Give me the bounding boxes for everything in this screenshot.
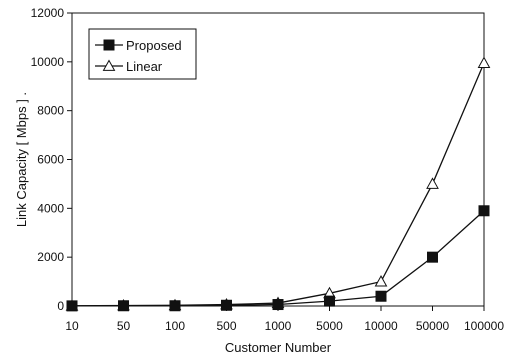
x-tick-label: 100000 bbox=[464, 319, 504, 333]
y-tick-label: 0 bbox=[57, 299, 64, 313]
data-point-linear bbox=[374, 275, 388, 287]
series-linear bbox=[65, 56, 491, 311]
y-tick-label: 10000 bbox=[31, 55, 65, 69]
y-axis-title: Link Capacity [ Mbps ] . bbox=[14, 92, 29, 227]
series-line-proposed bbox=[71, 210, 485, 307]
x-tick-label: 10000 bbox=[364, 319, 398, 333]
y-tick-label: 6000 bbox=[37, 153, 64, 167]
x-tick-label: 500 bbox=[216, 319, 236, 333]
y-tick-label: 2000 bbox=[37, 250, 64, 264]
x-tick-label: 5000 bbox=[316, 319, 343, 333]
series-line-linear bbox=[71, 62, 485, 307]
y-axis: 0 2000 4000 6000 8000 10000 12000 bbox=[31, 6, 72, 313]
data-point-linear bbox=[426, 177, 439, 189]
y-tick-label: 12000 bbox=[31, 6, 65, 20]
data-point-proposed bbox=[478, 205, 490, 217]
series-proposed bbox=[66, 205, 490, 312]
data-point-linear bbox=[477, 56, 491, 68]
legend-marker-linear bbox=[102, 59, 116, 71]
legend: Proposed Linear bbox=[88, 28, 197, 80]
data-point-proposed bbox=[169, 300, 181, 312]
y-tick-label: 8000 bbox=[37, 104, 64, 118]
data-point-proposed bbox=[118, 300, 129, 312]
x-axis: 10 50 100 500 1000 5000 10000 50000 100000 bbox=[65, 306, 504, 333]
legend-label-proposed: Proposed bbox=[126, 38, 182, 53]
legend-marker-proposed bbox=[103, 39, 115, 51]
x-tick-label: 50000 bbox=[416, 319, 450, 333]
data-point-proposed bbox=[66, 300, 78, 312]
legend-label-linear: Linear bbox=[126, 59, 163, 74]
x-tick-label: 100 bbox=[165, 319, 185, 333]
x-axis-title: Customer Number bbox=[225, 340, 332, 355]
x-tick-label: 50 bbox=[117, 319, 131, 333]
y-tick-label: 4000 bbox=[37, 201, 64, 215]
x-tick-label: 10 bbox=[65, 319, 79, 333]
data-point-proposed bbox=[221, 299, 232, 311]
data-point-proposed bbox=[427, 251, 438, 263]
series-layer bbox=[65, 56, 491, 312]
data-point-proposed bbox=[324, 295, 335, 307]
data-point-proposed bbox=[375, 290, 387, 302]
x-tick-label: 1000 bbox=[265, 319, 292, 333]
data-point-proposed bbox=[272, 299, 284, 311]
